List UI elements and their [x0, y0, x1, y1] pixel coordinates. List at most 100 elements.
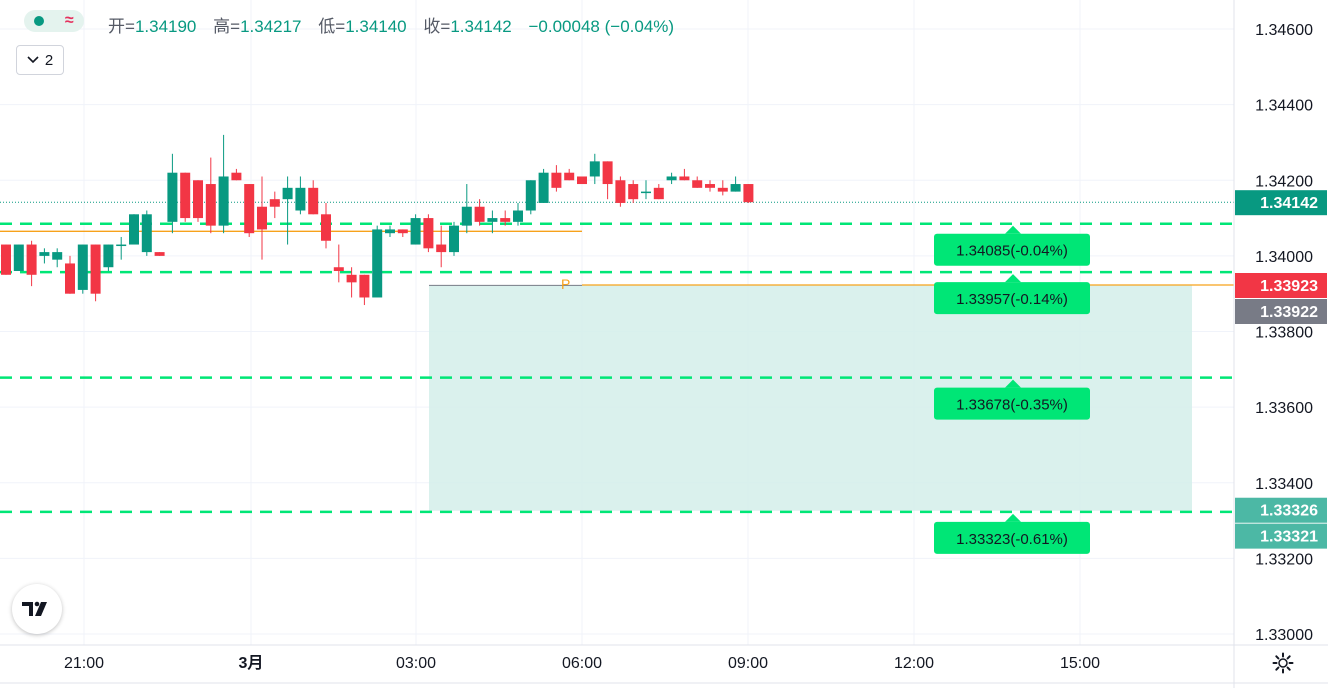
change-value: −0.00048 (−0.04%) [528, 17, 675, 36]
candle [436, 225, 447, 268]
candle-body [602, 161, 613, 185]
symbol-status[interactable]: ≈ [24, 10, 84, 32]
market-open-dot-icon [34, 16, 45, 26]
price-tag-text: 1.33321 [1260, 529, 1318, 546]
candle-body [474, 206, 485, 222]
candle [282, 176, 293, 245]
candle [321, 202, 331, 249]
candle [461, 184, 472, 234]
candle-body [103, 244, 114, 268]
ohlc-legend: 开=1.34190 高=1.34217 低=1.34140 收=1.34142 … [108, 12, 680, 37]
settings-gear-icon[interactable] [1270, 650, 1296, 676]
price-tag-text: 1.33326 [1260, 503, 1318, 520]
candle [705, 180, 715, 192]
price-tag-box [1235, 497, 1327, 523]
label-pointer [1005, 225, 1021, 234]
indicator-count: 2 [44, 51, 54, 69]
candle [410, 214, 421, 245]
price-tag: 1.33321 [1235, 523, 1327, 549]
price-tag-text: 1.33923 [1260, 278, 1318, 295]
candle [449, 221, 459, 256]
candle-body [743, 184, 754, 203]
candles[interactable] [1, 134, 754, 306]
candle [423, 214, 434, 253]
label-pointer [1005, 379, 1021, 388]
label-box [934, 233, 1090, 266]
candle [295, 176, 306, 215]
time-axis[interactable]: 21:00 3月 03:00 06:00 09:00 12:00 15:00 [0, 644, 1328, 684]
indicators-toggle-button[interactable]: 2 [16, 45, 64, 75]
candle-body [551, 172, 562, 188]
candle [577, 176, 587, 185]
candle [205, 157, 216, 234]
candle-body [282, 187, 293, 200]
candle-body [26, 244, 37, 275]
candle-body [129, 214, 139, 245]
target-level-label: 1.33678(-0.35%) [934, 379, 1090, 420]
candle-body [180, 172, 191, 219]
candle [589, 153, 600, 185]
candle-body [231, 172, 242, 181]
tradingview-logo[interactable] [12, 584, 62, 634]
candle [154, 252, 165, 256]
price-tag: 1.33326 [1235, 497, 1327, 523]
chevron-down-icon [27, 56, 39, 64]
price-tag: 1.33923 [1235, 272, 1327, 298]
level-labels[interactable]: 1.34085(-0.04%) 1.33957(-0.14%) 1.33678(-0… [934, 225, 1090, 554]
candle [244, 184, 255, 237]
candle [77, 244, 88, 294]
candle-body [65, 263, 75, 294]
label-box [934, 387, 1090, 420]
candle [487, 210, 498, 234]
candle-body [218, 176, 229, 226]
candle [13, 244, 24, 272]
candle-body [410, 218, 421, 245]
candle-body [154, 252, 165, 256]
candle-body [244, 184, 255, 234]
candle [628, 180, 639, 203]
candle [397, 229, 408, 237]
time-tick-label: 15:00 [1060, 655, 1100, 672]
label-text: 1.33678(-0.35%) [956, 397, 1068, 414]
label-text: 1.33323(-0.61%) [956, 531, 1068, 548]
candle-body [52, 252, 63, 260]
candle-body [461, 206, 472, 226]
price-tag-box [1235, 523, 1327, 549]
high-value: 高=1.34217 [213, 17, 302, 36]
candle-body [372, 229, 383, 298]
candle-body [167, 172, 178, 222]
price-tag-text: 1.33922 [1260, 304, 1318, 321]
candle-body [308, 187, 319, 215]
candle-body [1, 244, 11, 275]
candle [743, 184, 754, 203]
candle-body [77, 244, 88, 290]
candle [538, 168, 549, 203]
price-tick-label: 1.33600 [1255, 400, 1313, 417]
price-tick-label: 1.34000 [1255, 249, 1313, 266]
price-axis[interactable]: 1.34600 1.34400 1.34200 1.34000 1.33800 1.336… [1233, 0, 1327, 688]
price-tick-label: 1.33800 [1255, 325, 1313, 342]
candle-body [615, 180, 626, 203]
candle [372, 225, 383, 298]
candle-body [525, 180, 536, 211]
label-text: 1.34085(-0.04%) [956, 243, 1068, 260]
time-tick-label: 09:00 [728, 655, 768, 672]
candle-body [116, 244, 127, 247]
approx-wave-icon: ≈ [64, 12, 74, 29]
candle-body [295, 187, 306, 211]
candle-body [653, 187, 664, 200]
candle-body [577, 176, 587, 185]
label-box [934, 521, 1090, 554]
candle [333, 244, 344, 283]
candle [269, 191, 280, 219]
time-tick-label: 06:00 [562, 655, 602, 672]
candle-body [269, 199, 280, 207]
price-tick-label: 1.33000 [1255, 627, 1313, 644]
price-tick-label: 1.33400 [1255, 476, 1313, 493]
candle [180, 172, 191, 222]
level-lines: P [0, 201, 1234, 514]
candle-body [39, 252, 50, 256]
low-value: 低=1.34140 [318, 17, 407, 36]
target-level-label: 1.33957(-0.14%) [934, 274, 1090, 315]
